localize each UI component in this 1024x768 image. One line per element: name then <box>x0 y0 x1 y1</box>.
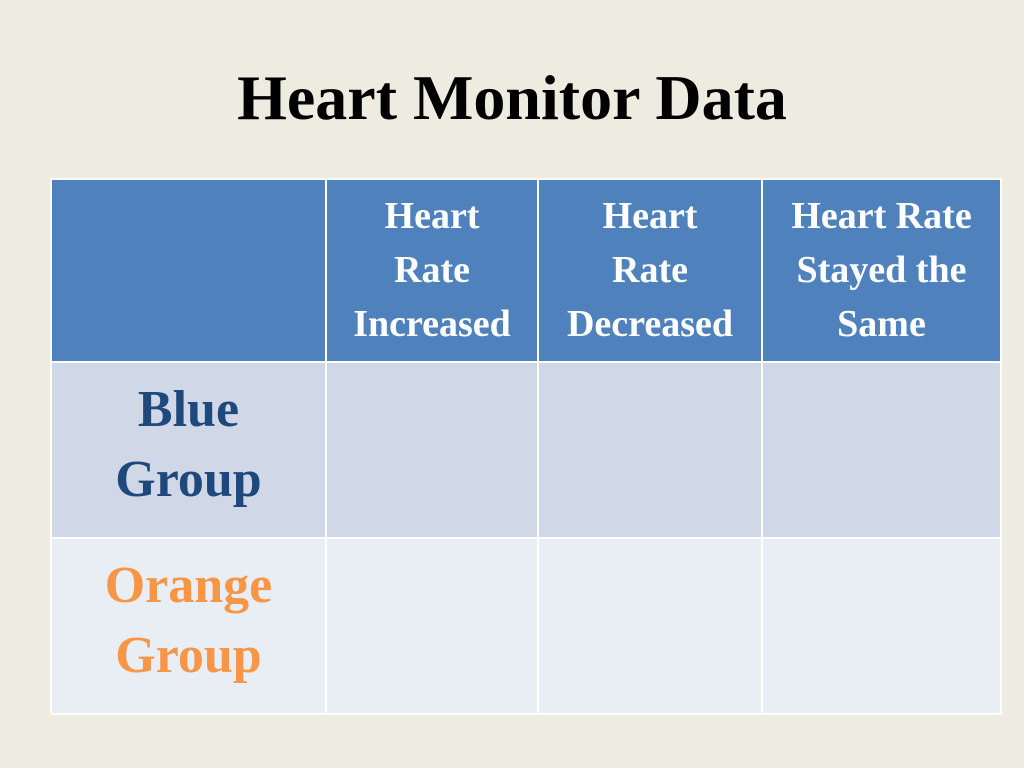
row-label-line: Group <box>115 627 262 684</box>
table-cell[interactable] <box>537 361 763 539</box>
slide-title: Heart Monitor Data <box>237 62 787 133</box>
table-row-blue-group: Blue Group <box>50 361 1002 539</box>
header-line: Heart Rate <box>791 195 972 237</box>
header-cell-rate-increased: Heart Rate Increased <box>325 178 539 363</box>
table-header-row: Heart Rate Increased Heart Rate Decrease… <box>50 178 1002 363</box>
header-line: Increased <box>353 303 511 345</box>
row-label-line: Group <box>115 451 262 508</box>
heart-monitor-table: Heart Rate Increased Heart Rate Decrease… <box>50 178 1002 715</box>
row-label-line: Blue <box>137 381 240 438</box>
header-cell-rate-same: Heart Rate Stayed the Same <box>761 178 1002 363</box>
table-cell[interactable] <box>325 537 539 715</box>
row-label-orange-group: Orange Group <box>50 537 327 715</box>
table-cell[interactable] <box>537 537 763 715</box>
row-label-blue-group: Blue Group <box>50 361 327 539</box>
table-cell[interactable] <box>761 537 1002 715</box>
header-line: Heart <box>602 195 698 237</box>
table-cell[interactable] <box>761 361 1002 539</box>
table-row-orange-group: Orange Group <box>50 537 1002 715</box>
row-label-line: Orange <box>104 557 273 614</box>
header-line: Heart <box>384 195 480 237</box>
table-cell[interactable] <box>325 361 539 539</box>
header-line: Same <box>837 303 926 345</box>
header-line: Decreased <box>566 303 733 345</box>
header-line: Rate <box>394 249 470 291</box>
header-line: Stayed the <box>796 249 967 291</box>
header-cell-rate-decreased: Heart Rate Decreased <box>537 178 763 363</box>
header-line: Rate <box>612 249 688 291</box>
header-cell-empty <box>50 178 327 363</box>
